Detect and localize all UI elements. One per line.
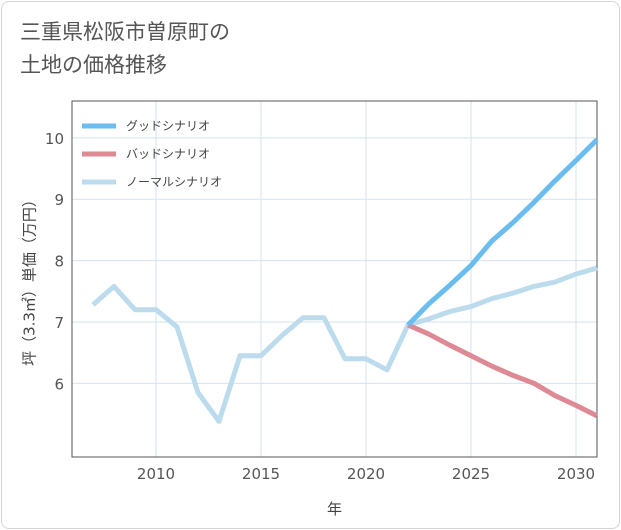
title-line-2: 土地の価格推移 <box>20 53 167 77</box>
x-tick-label: 2025 <box>452 465 490 483</box>
y-tick-label: 8 <box>54 253 64 271</box>
series-line-1 <box>406 322 599 419</box>
legend-label-1: バッドシナリオ <box>126 147 210 161</box>
title-line-1: 三重県松阪市曽原町の <box>20 20 230 44</box>
x-axis-label: 年 <box>327 500 342 518</box>
series-lines <box>91 137 599 424</box>
y-tick-label: 6 <box>54 375 64 393</box>
y-tick-label: 7 <box>54 314 64 332</box>
legend-label-0: グッドシナリオ <box>126 119 210 133</box>
y-tick-label: 10 <box>45 130 64 148</box>
y-axis-label: 坪（3.3㎡）単価（万円） <box>21 192 39 366</box>
x-axis: 2010 2015 2020 2025 2030 <box>137 465 595 483</box>
x-tick-label: 2020 <box>347 465 385 483</box>
x-tick-label: 2010 <box>137 465 175 483</box>
series-line-2 <box>91 265 598 424</box>
legend-label-2: ノーマルシナリオ <box>126 175 222 189</box>
chart-title: 三重県松阪市曽原町の 土地の価格推移 <box>20 16 230 82</box>
y-axis: 6 7 8 9 10 <box>45 130 64 394</box>
plot-area-border <box>71 100 598 458</box>
series-line-0 <box>406 137 599 327</box>
grid <box>72 101 597 457</box>
x-tick-label: 2015 <box>242 465 280 483</box>
y-tick-label: 9 <box>54 191 64 209</box>
x-tick-label: 2030 <box>557 465 595 483</box>
